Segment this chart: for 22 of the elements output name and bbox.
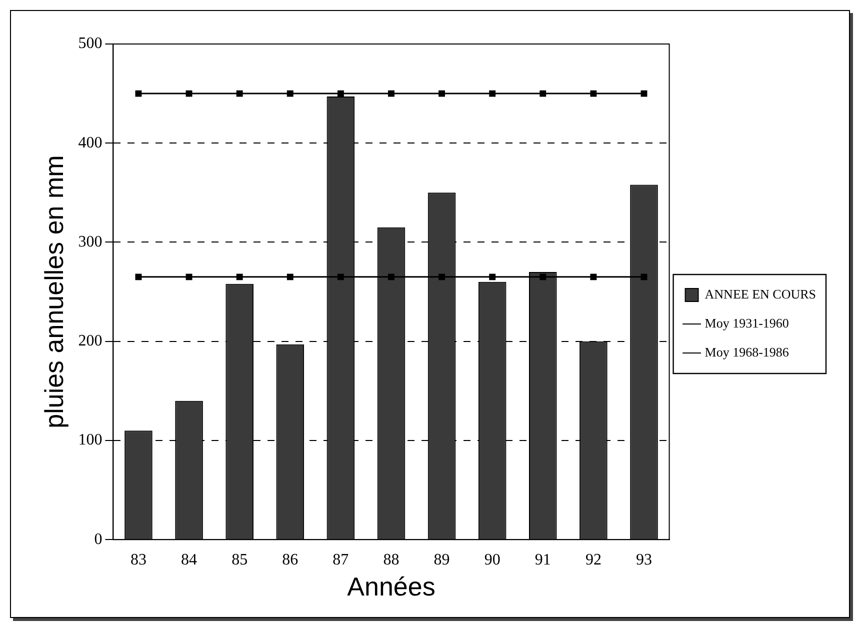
x-tick-label: 87 [332,551,349,568]
x-tick-label: 85 [232,551,248,568]
x-tick-label: 90 [484,551,500,568]
y-tick-label: 500 [78,35,102,52]
legend-label: Moy 1931-1960 [704,315,789,330]
x-tick-label: 83 [130,551,146,568]
y-tick-label: 400 [78,134,102,152]
y-tick-label: 200 [78,332,102,350]
x-tick-label: 93 [636,551,652,568]
y-tick-label: 0 [94,530,102,548]
y-tick-label: 300 [78,233,102,250]
legend-label: Moy 1968-1986 [704,344,790,360]
x-tick-label: 84 [181,551,198,568]
x-axis-title: Années [347,572,436,602]
x-tick-label: 91 [534,551,551,568]
x-tick-label: 86 [282,551,298,568]
x-tick-label: 88 [383,551,400,568]
legend-label: ANNEE EN COURS [704,286,816,302]
x-tick-label: 89 [434,551,450,568]
y-tick-label: 100 [78,432,102,449]
y-axis-title: pluies annuelles en mm [38,155,69,428]
x-tick-label: 92 [585,551,602,568]
